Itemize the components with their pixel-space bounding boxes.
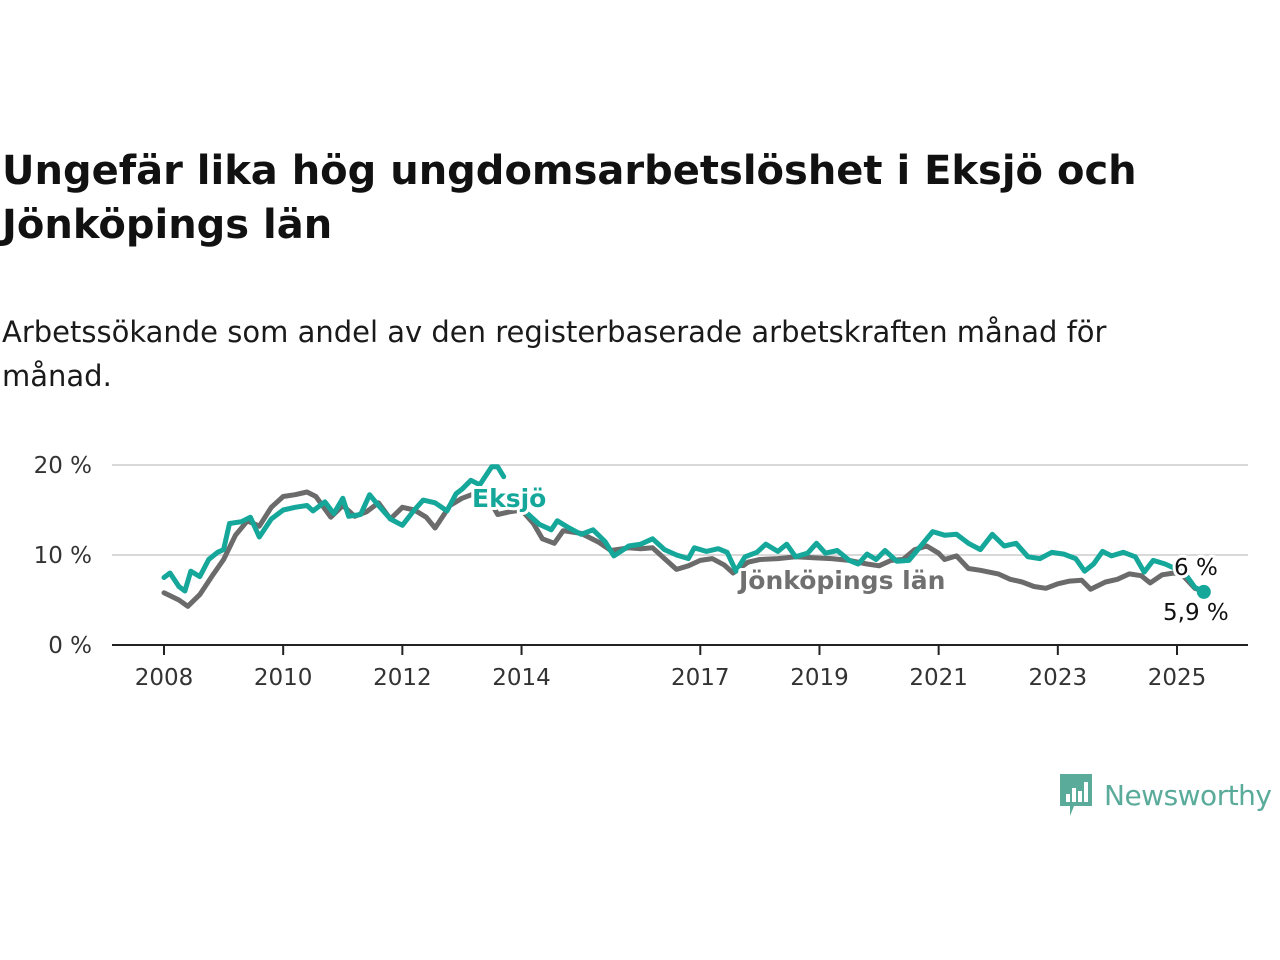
series-line-eksjo-part-2 (525, 511, 1207, 595)
x-tick-label: 2012 (373, 665, 432, 691)
series-lines (161, 464, 1211, 609)
x-tick-label: 2008 (135, 665, 194, 691)
chart-title: Ungefär lika hög ungdomsarbetslöshet i E… (2, 148, 1137, 248)
x-tick-label: 2017 (671, 665, 730, 691)
series-label-jonkopings-lan-halo: Jönköpings län (737, 566, 945, 595)
y-tick-label: 20 % (34, 453, 92, 479)
x-tick-label: 2014 (492, 665, 551, 691)
series-label-eksjo-halo: Eksjö (472, 484, 546, 513)
series-line-jonkopings-lan (161, 489, 1207, 609)
y-tick-label: 0 % (48, 633, 92, 659)
x-tick-label: 2010 (254, 665, 313, 691)
x-tick-label: 2025 (1148, 665, 1207, 691)
y-tick-label: 10 % (34, 543, 92, 569)
x-tick-label: 2023 (1029, 665, 1088, 691)
chart-subtitle: Arbetssökande som andel av den registerb… (2, 315, 1107, 393)
x-tick-label: 2021 (909, 665, 968, 691)
end-label-jonkopings-lan: 6 % (1174, 555, 1218, 581)
end-label-eksjo: 5,9 % (1163, 600, 1229, 626)
series-label-eksjo: Eksjö (472, 484, 546, 513)
axes: 0 % 10 % 20 % 2008 2010 2012 2014 2017 2019 2021 2… (34, 453, 1248, 691)
newsworthy-logo: Newsworthy (1058, 770, 1272, 820)
end-label-eksjo-halo: 5,9 % (1163, 600, 1229, 626)
end-point-eksjo (1196, 584, 1211, 599)
line-chart: 0 % 10 % 20 % 2008 2010 2012 2014 2017 2019 2021 2… (34, 453, 1248, 691)
series-line-eksjo (161, 464, 507, 594)
x-tick-label: 2019 (790, 665, 849, 691)
newsworthy-chart-bubble-icon (1060, 774, 1092, 816)
brand-name: Newsworthy (1104, 778, 1272, 812)
end-label-jonkopings-lan-halo: 6 % (1174, 555, 1218, 581)
series-label-jonkopings-lan: Jönköpings län (737, 566, 945, 595)
